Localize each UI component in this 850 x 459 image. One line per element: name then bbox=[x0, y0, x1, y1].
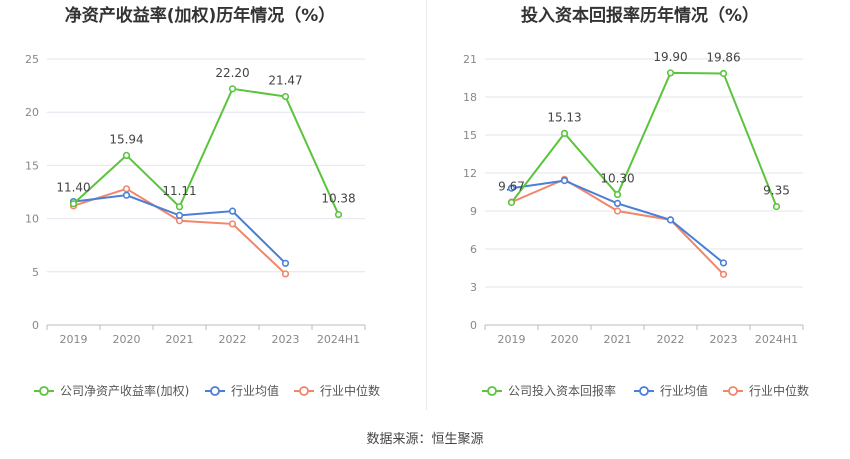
data-point bbox=[719, 259, 728, 267]
series-industry_median bbox=[69, 185, 290, 278]
data-label: 10.38 bbox=[321, 192, 355, 206]
legend-item-industry_avg[interactable]: 行业均值 bbox=[205, 383, 279, 398]
data-point bbox=[560, 129, 569, 137]
legend-label: 公司投入资本回报率 bbox=[508, 383, 616, 398]
legend-swatch-marker bbox=[210, 386, 220, 396]
y-tick-label: 3 bbox=[470, 281, 477, 294]
x-tick-label: 2021 bbox=[604, 333, 632, 346]
x-tick-label: 2023 bbox=[710, 333, 738, 346]
data-point bbox=[228, 85, 237, 93]
series-line bbox=[72, 87, 340, 215]
data-label: 15.94 bbox=[109, 132, 143, 146]
y-tick-label: 21 bbox=[463, 53, 477, 66]
data-point bbox=[719, 69, 728, 78]
y-tick-label: 0 bbox=[32, 319, 39, 332]
x-tick-label: 2024H1 bbox=[755, 333, 798, 346]
data-point bbox=[719, 270, 728, 278]
y-tick-label: 25 bbox=[25, 53, 39, 66]
data-source-note: 数据来源：恒生聚源 bbox=[366, 432, 484, 447]
data-point bbox=[122, 191, 131, 199]
data-point bbox=[175, 203, 184, 211]
data-label: 19.90 bbox=[653, 50, 687, 64]
data-point bbox=[507, 198, 516, 207]
x-tick-label: 2019 bbox=[498, 333, 526, 346]
legend-label: 行业均值 bbox=[660, 383, 708, 398]
data-label: 10.30 bbox=[600, 172, 634, 186]
legend-swatch-marker bbox=[487, 386, 497, 396]
data-point bbox=[613, 207, 622, 215]
data-point bbox=[613, 199, 622, 207]
series-company: 11.40 15.94 11.11 22.20 21.47 10.38 bbox=[56, 66, 356, 219]
data-label: 11.40 bbox=[56, 181, 90, 195]
data-point bbox=[560, 177, 569, 185]
x-tick-label: 2024H1 bbox=[317, 333, 360, 346]
data-point bbox=[772, 202, 781, 211]
x-tick-label: 2020 bbox=[551, 333, 579, 346]
legend-swatch-marker bbox=[728, 386, 738, 396]
y-tick-label: 9 bbox=[470, 205, 477, 218]
chart-title: 投入资本回报率历年情况（%） bbox=[521, 5, 759, 26]
data-label: 15.13 bbox=[547, 110, 581, 124]
data-point bbox=[613, 190, 622, 199]
y-tick-label: 18 bbox=[463, 91, 477, 104]
data-point bbox=[666, 216, 675, 224]
data-point bbox=[507, 184, 516, 192]
chart-divider bbox=[426, 0, 427, 410]
data-point bbox=[228, 207, 237, 215]
x-tick-label: 2020 bbox=[113, 333, 141, 346]
data-label: 9.67 bbox=[498, 180, 525, 194]
x-tick-label: 2022 bbox=[657, 333, 685, 346]
data-point bbox=[122, 185, 131, 193]
y-tick-label: 20 bbox=[25, 106, 39, 119]
series-company: 9.67 15.13 10.30 19.90 19.86 9.35 bbox=[498, 50, 790, 211]
charts-canvas: 净资产收益率(加权)历年情况（%） 0 5 10 15 20 25 2019 2020 2021 2… bbox=[25, 5, 809, 398]
legend-item-company[interactable]: 公司投入资本回报率 bbox=[482, 383, 616, 398]
series-line bbox=[510, 71, 778, 207]
legend-label: 行业中位数 bbox=[749, 383, 809, 398]
chart-2: 投入资本回报率历年情况（%） 0 3 6 9 12 15 18 21 2019 2020 2021 20… bbox=[463, 5, 809, 398]
data-point bbox=[69, 200, 78, 208]
legend-label: 行业均值 bbox=[231, 383, 279, 398]
legend-swatch-marker bbox=[639, 386, 649, 396]
legend-item-industry_median[interactable]: 行业中位数 bbox=[294, 383, 380, 398]
data-label: 9.35 bbox=[763, 184, 790, 198]
data-point bbox=[334, 210, 343, 219]
x-tick-label: 2021 bbox=[166, 333, 194, 346]
data-point bbox=[666, 69, 675, 77]
x-tick-label: 2022 bbox=[219, 333, 247, 346]
data-label: 19.86 bbox=[706, 50, 740, 64]
data-point bbox=[281, 270, 290, 278]
chart-1: 净资产收益率(加权)历年情况（%） 0 5 10 15 20 25 2019 2020 2021 2… bbox=[25, 5, 380, 398]
data-point bbox=[281, 92, 290, 101]
data-label: 21.47 bbox=[268, 74, 302, 88]
y-tick-label: 15 bbox=[25, 159, 39, 172]
legend-label: 行业中位数 bbox=[320, 383, 380, 398]
data-label: 22.20 bbox=[215, 66, 249, 80]
chart-title: 净资产收益率(加权)历年情况（%） bbox=[65, 5, 336, 26]
legend-swatch-marker bbox=[299, 386, 309, 396]
y-tick-label: 5 bbox=[32, 266, 39, 279]
legend-item-company[interactable]: 公司净资产收益率(加权) bbox=[34, 383, 189, 398]
x-tick-label: 2019 bbox=[60, 333, 88, 346]
y-tick-label: 6 bbox=[470, 243, 477, 256]
data-point bbox=[228, 220, 237, 228]
legend-label: 公司净资产收益率(加权) bbox=[60, 383, 189, 398]
y-tick-label: 15 bbox=[463, 129, 477, 142]
data-label: 11.11 bbox=[162, 184, 196, 198]
y-tick-label: 0 bbox=[470, 319, 477, 332]
y-tick-label: 12 bbox=[463, 167, 477, 180]
legend-item-industry_avg[interactable]: 行业均值 bbox=[634, 383, 708, 398]
data-point bbox=[122, 151, 131, 159]
data-point bbox=[175, 211, 184, 220]
series-industry_avg bbox=[507, 177, 728, 267]
legend-item-industry_median[interactable]: 行业中位数 bbox=[723, 383, 809, 398]
y-tick-label: 10 bbox=[25, 213, 39, 226]
x-tick-label: 2023 bbox=[272, 333, 300, 346]
data-point bbox=[281, 259, 290, 267]
legend-swatch-marker bbox=[39, 386, 49, 396]
